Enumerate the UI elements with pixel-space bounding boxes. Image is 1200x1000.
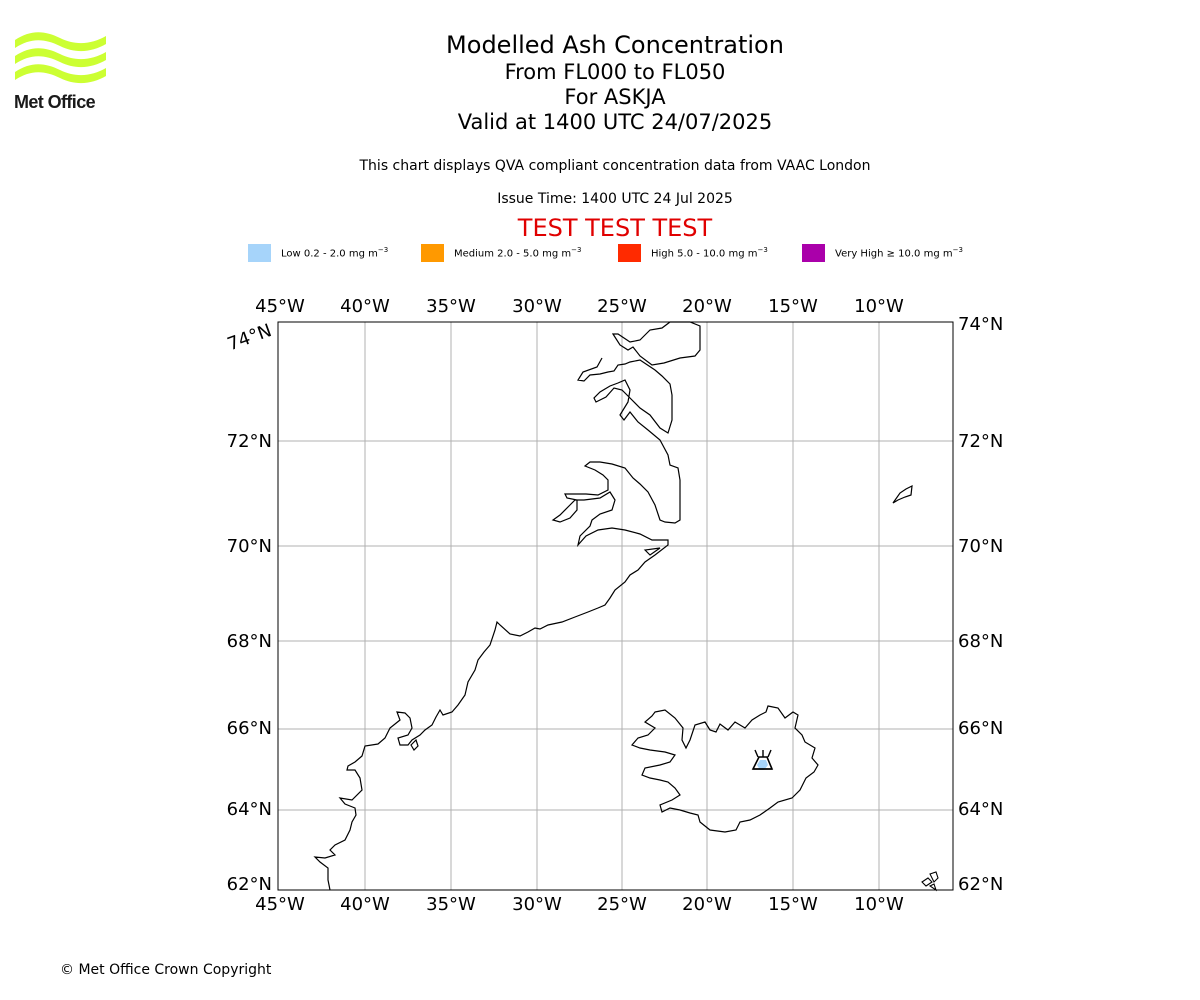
legend-swatch-low (248, 244, 271, 262)
title-block: Modelled Ash Concentration From FL000 to… (330, 30, 900, 135)
lon-label: 30°W (512, 296, 562, 317)
lat-label: 68°N (958, 631, 1003, 652)
lon-label: 40°W (340, 894, 390, 915)
lat-label: 70°N (958, 536, 1003, 557)
lon-label: 40°W (340, 296, 390, 317)
lat-label: 62°N (227, 874, 272, 895)
legend-label-low: Low 0.2 - 2.0 mg m−3 (281, 246, 389, 260)
valid-time-title: Valid at 1400 UTC 24/07/2025 (457, 110, 773, 134)
met-office-logo: Met Office (14, 30, 108, 114)
legend-item-medium: Medium 2.0 - 5.0 mg m−3 (421, 244, 581, 262)
lat-label: 66°N (958, 718, 1003, 739)
legend-label-very-high: Very High ≥ 10.0 mg m−3 (835, 246, 963, 260)
legend-label-medium: Medium 2.0 - 5.0 mg m−3 (454, 246, 582, 260)
flight-level-title: From FL000 to FL050 (504, 60, 726, 84)
lat-label: 70°N (227, 536, 272, 557)
lat-label: 64°N (227, 799, 272, 820)
legend-swatch-very-high (802, 244, 825, 262)
lat-label: 74°N (958, 314, 1003, 335)
map-gridlines (278, 322, 953, 890)
lat-labels-right: 74°N 72°N 70°N 68°N 66°N 64°N 62°N (958, 314, 1003, 895)
lon-label: 10°W (854, 894, 904, 915)
lon-label: 20°W (682, 894, 732, 915)
legend-item-high: High 5.0 - 10.0 mg m−3 (618, 244, 768, 262)
lon-label: 25°W (597, 296, 647, 317)
lat-label: 66°N (227, 718, 272, 739)
lat-label: 74°N (225, 320, 275, 355)
volcano-title: For ASKJA (564, 85, 666, 109)
legend-swatch-medium (421, 244, 444, 262)
lat-labels-left: 74°N 72°N 70°N 68°N 66°N 64°N 62°N (225, 320, 275, 895)
lon-label: 35°W (426, 296, 476, 317)
lat-label: 72°N (227, 431, 272, 452)
chart-description: This chart displays QVA compliant concen… (359, 158, 871, 174)
legend-swatch-high (618, 244, 641, 262)
copyright: © Met Office Crown Copyright (60, 962, 272, 978)
legend-label-high: High 5.0 - 10.0 mg m−3 (651, 246, 768, 260)
lon-label: 10°W (854, 296, 904, 317)
lon-label: 15°W (768, 296, 818, 317)
lon-label: 45°W (255, 894, 305, 915)
met-office-wave-icon (15, 32, 106, 84)
lat-label: 64°N (958, 799, 1003, 820)
main-title: Modelled Ash Concentration (446, 31, 784, 59)
logo-text: Met Office (14, 92, 96, 112)
lat-label: 72°N (958, 431, 1003, 452)
coastline-greenland (313, 321, 701, 891)
issue-time: Issue Time: 1400 UTC 24 Jul 2025 (497, 191, 733, 207)
legend: Low 0.2 - 2.0 mg m−3 Medium 2.0 - 5.0 mg… (0, 244, 1200, 264)
lon-label: 30°W (512, 894, 562, 915)
lon-label: 25°W (597, 894, 647, 915)
lon-labels-top: 45°W 40°W 35°W 30°W 25°W 20°W 15°W 10°W (255, 296, 904, 317)
lon-label: 35°W (426, 894, 476, 915)
coastline-iceland (630, 705, 819, 833)
lon-labels-bottom: 45°W 40°W 35°W 30°W 25°W 20°W 15°W 10°W (255, 894, 904, 915)
lon-label: 45°W (255, 296, 305, 317)
legend-item-very-high: Very High ≥ 10.0 mg m−3 (802, 244, 963, 262)
lon-label: 15°W (768, 894, 818, 915)
coastline-faroe (921, 871, 939, 892)
lat-label: 62°N (958, 874, 1003, 895)
volcano-askja-icon (751, 749, 774, 770)
lon-label: 20°W (682, 296, 732, 317)
test-banner: TEST TEST TEST (517, 214, 713, 242)
coastline-jan-mayen (892, 484, 913, 504)
legend-item-low: Low 0.2 - 2.0 mg m−3 (248, 244, 388, 262)
lat-label: 68°N (227, 631, 272, 652)
map-frame (277, 321, 954, 891)
